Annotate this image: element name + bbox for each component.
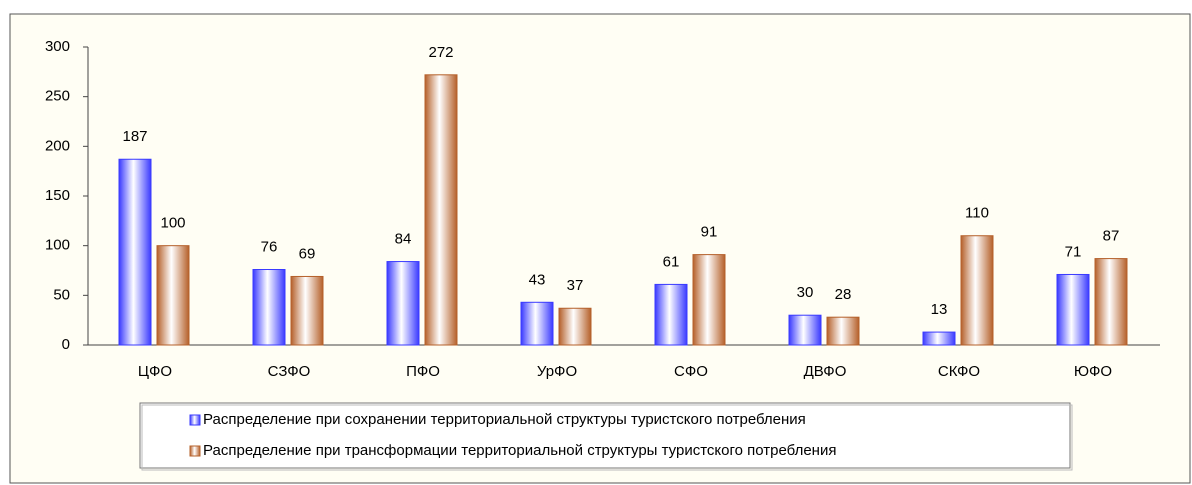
y-tick-label: 0 xyxy=(62,336,70,353)
legend-label: Распределение при трансформации территор… xyxy=(203,442,836,459)
y-tick-label: 200 xyxy=(45,137,70,154)
y-tick-label: 50 xyxy=(53,286,70,303)
legend-swatch xyxy=(189,445,201,457)
y-tick-label: 250 xyxy=(45,88,70,105)
data-label: 30 xyxy=(797,284,814,301)
data-label: 100 xyxy=(160,215,185,232)
bar xyxy=(654,283,688,346)
legend-shadow xyxy=(141,404,1073,471)
bar xyxy=(826,316,860,346)
x-tick-label: УрФО xyxy=(537,363,577,380)
bar xyxy=(1056,273,1090,346)
data-label: 187 xyxy=(122,128,147,145)
y-tick-label: 100 xyxy=(45,237,70,254)
bar xyxy=(252,269,286,346)
bar xyxy=(1094,258,1128,346)
data-label: 43 xyxy=(529,271,546,288)
x-tick-label: ДВФО xyxy=(804,363,847,380)
data-label: 76 xyxy=(261,238,278,255)
y-tick-label: 300 xyxy=(45,38,70,55)
data-label: 110 xyxy=(965,205,989,222)
data-label: 28 xyxy=(835,286,852,303)
data-label: 87 xyxy=(1103,228,1120,245)
bar xyxy=(922,331,956,346)
legend-box xyxy=(139,402,1071,469)
legend-swatch xyxy=(189,414,201,426)
data-label: 84 xyxy=(395,231,412,248)
bar xyxy=(290,275,324,346)
data-label: 37 xyxy=(567,277,584,294)
x-tick-label: СЗФО xyxy=(268,363,311,380)
x-tick-label: СФО xyxy=(674,363,708,380)
data-label: 91 xyxy=(701,224,718,241)
bar xyxy=(424,74,458,346)
bar xyxy=(156,245,190,346)
data-label: 69 xyxy=(299,245,316,262)
x-tick-label: СКФО xyxy=(938,363,980,380)
bar xyxy=(558,307,592,346)
x-tick-label: ЦФО xyxy=(138,363,172,380)
bar xyxy=(960,235,994,346)
bar xyxy=(692,254,726,346)
data-label: 13 xyxy=(931,301,948,318)
x-tick-label: ПФО xyxy=(406,363,440,380)
data-label: 71 xyxy=(1065,243,1082,260)
bar xyxy=(118,158,152,346)
bar xyxy=(520,301,554,346)
bar xyxy=(788,314,822,346)
y-tick-label: 150 xyxy=(45,187,70,204)
data-label: 61 xyxy=(663,253,680,270)
legend-label: Распределение при сохранении территориал… xyxy=(203,411,806,428)
data-label: 272 xyxy=(428,44,453,61)
x-tick-label: ЮФО xyxy=(1074,363,1112,380)
bar xyxy=(386,261,420,346)
